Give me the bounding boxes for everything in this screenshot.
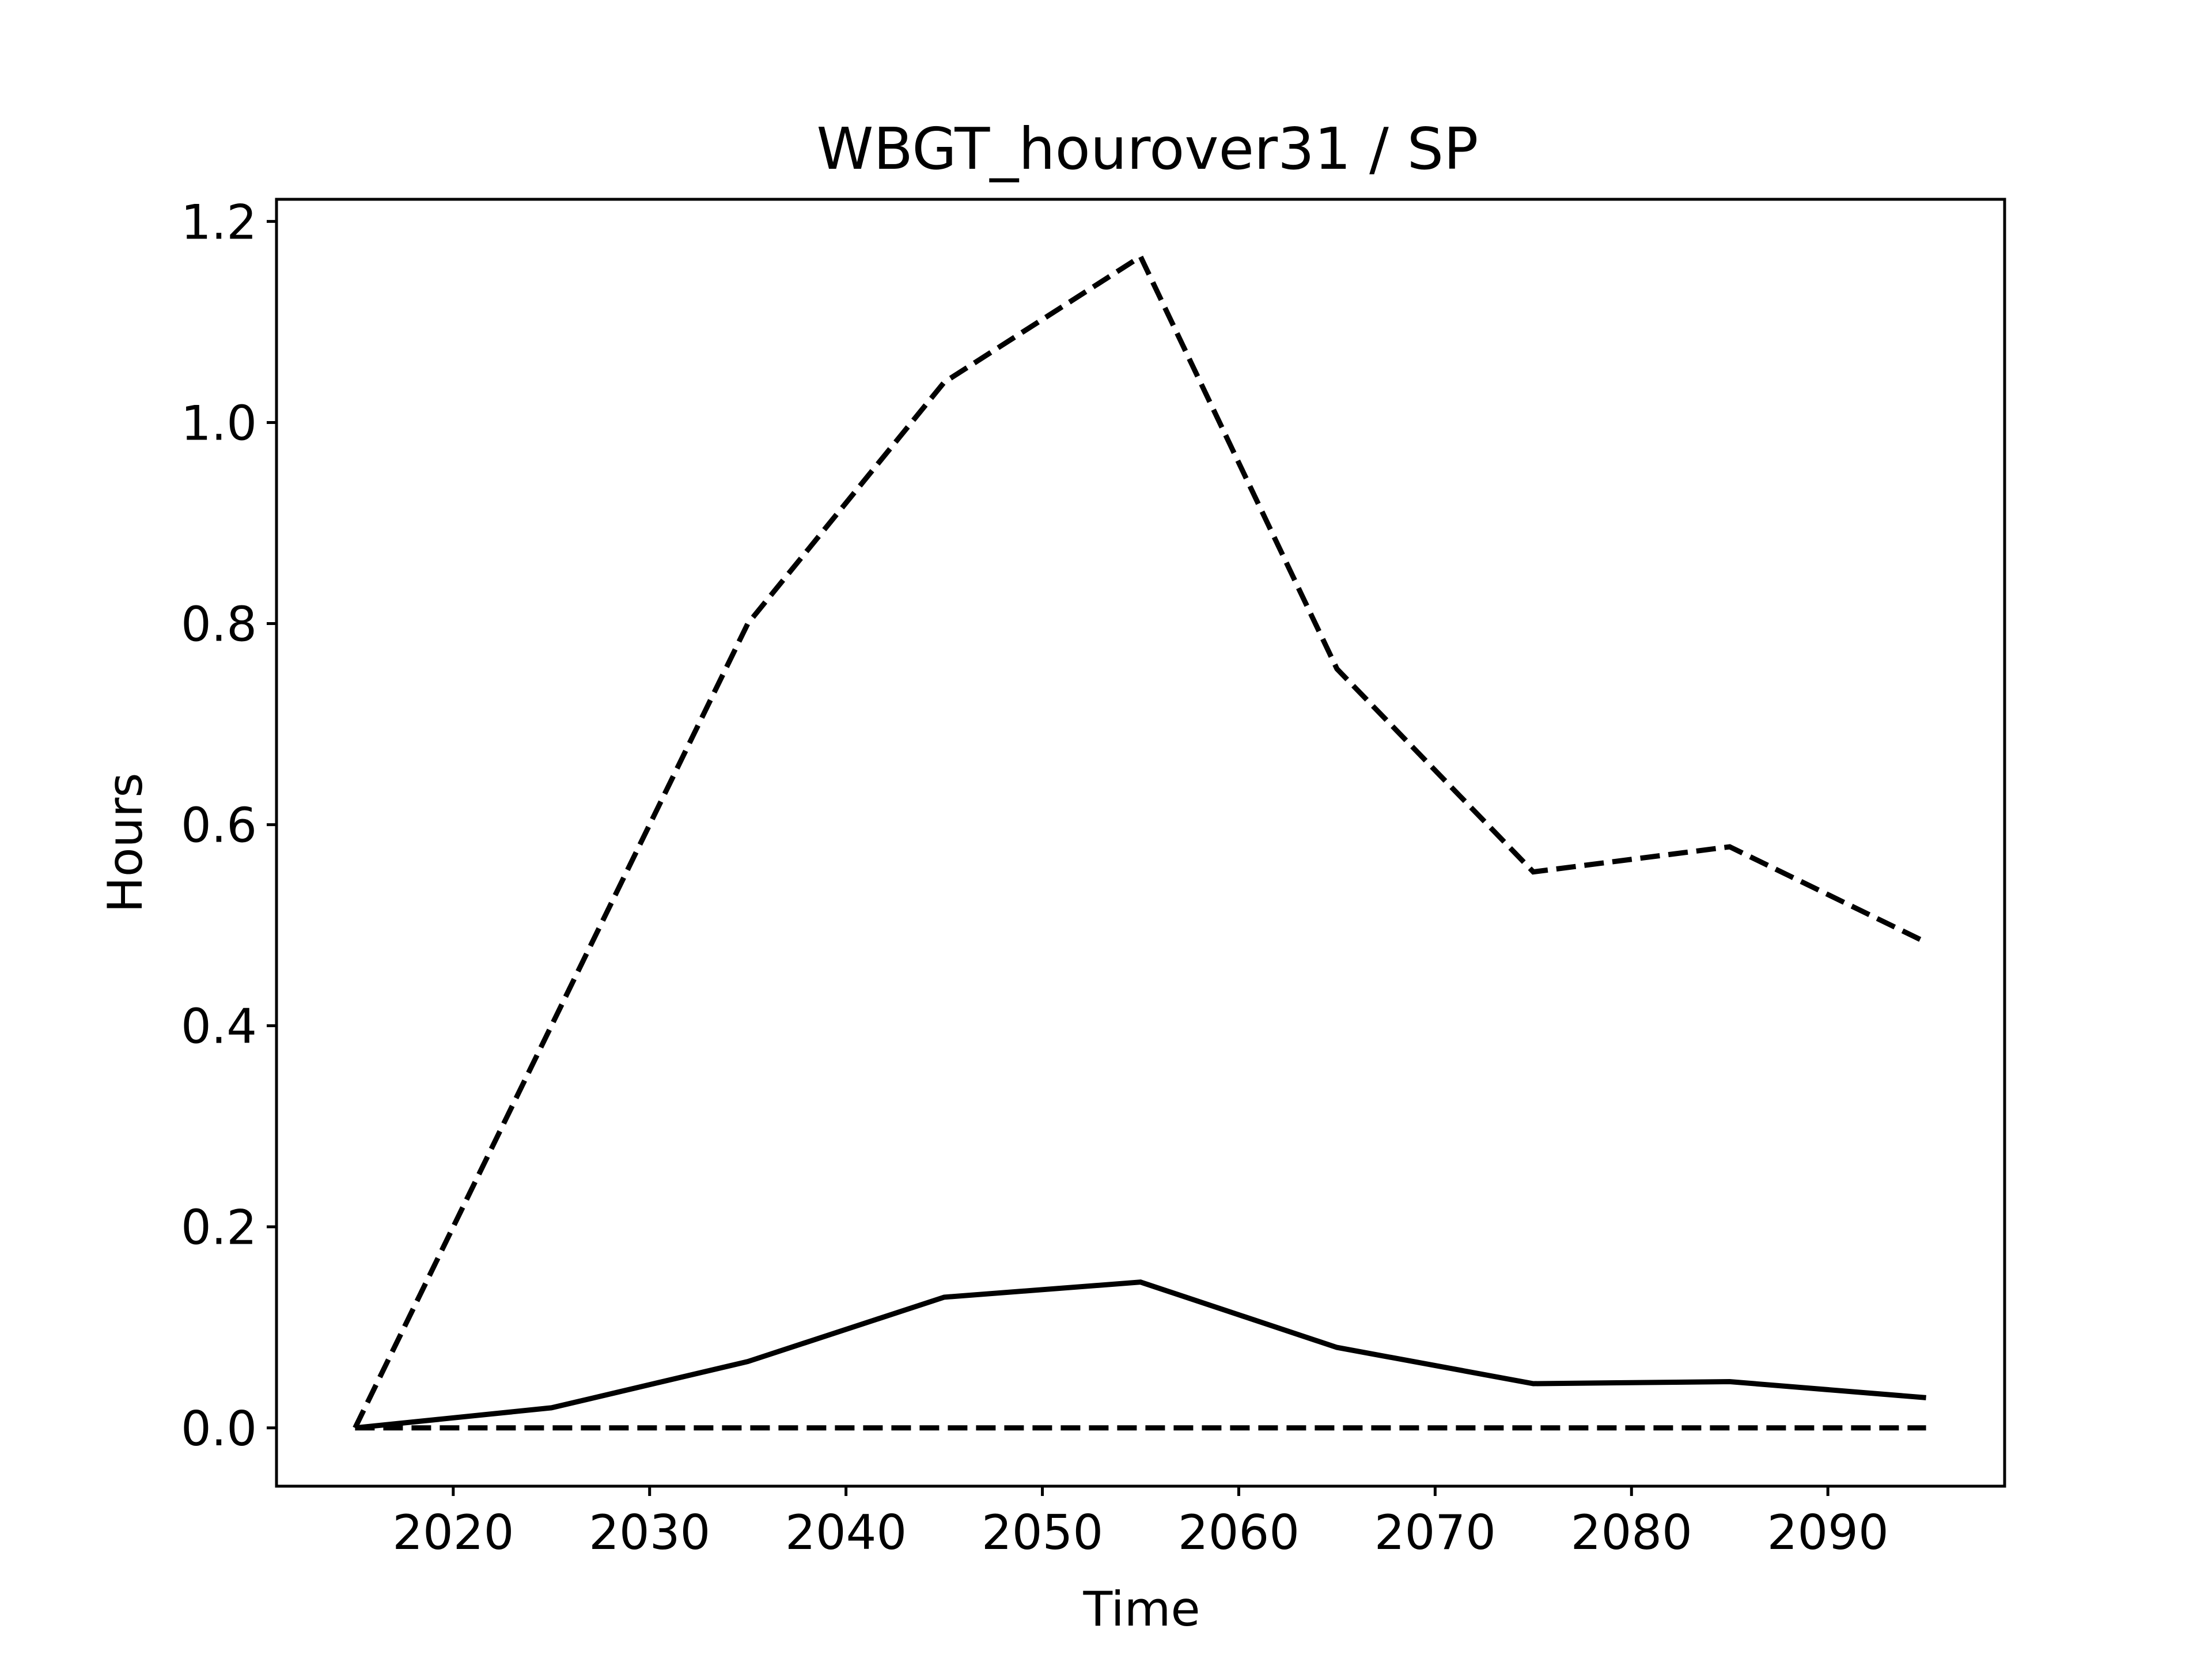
plot-frame <box>275 198 2006 1488</box>
plot-area <box>275 198 2006 1488</box>
y-tick-label: 1.0 <box>181 395 257 451</box>
series-layer <box>353 252 1927 1431</box>
y-axis: 0.0 0.2 0.4 0.6 0.8 1.0 1.2 <box>181 194 276 1457</box>
x-axis: 2020 2030 2040 2050 2060 2070 2080 2090 <box>392 1486 1889 1560</box>
x-tick-label: 2030 <box>589 1505 710 1560</box>
y-tick-label: 0.2 <box>181 1200 257 1256</box>
x-tick-label: 2020 <box>392 1505 514 1560</box>
y-tick-label: 0.4 <box>181 999 257 1055</box>
x-axis-label: Time <box>1082 1581 1200 1637</box>
series-line-1-solid <box>354 1279 1926 1431</box>
y-tick-label: 0.6 <box>181 798 257 854</box>
y-axis-label: Hours <box>97 772 153 912</box>
series-line-2-dashed <box>353 252 1927 1429</box>
y-tick-label: 1.2 <box>181 194 257 250</box>
chart-title: WBGT_hourover31 / SP <box>817 115 1479 183</box>
x-tick-label: 2090 <box>1767 1505 1889 1560</box>
x-tick-label: 2060 <box>1178 1505 1300 1560</box>
y-tick-label: 0.8 <box>181 597 257 653</box>
y-tick-label: 0.0 <box>181 1401 257 1457</box>
x-tick-label: 2050 <box>982 1505 1103 1560</box>
x-tick-label: 2040 <box>785 1505 907 1560</box>
x-tick-label: 2080 <box>1571 1505 1692 1560</box>
x-tick-label: 2070 <box>1374 1505 1496 1560</box>
